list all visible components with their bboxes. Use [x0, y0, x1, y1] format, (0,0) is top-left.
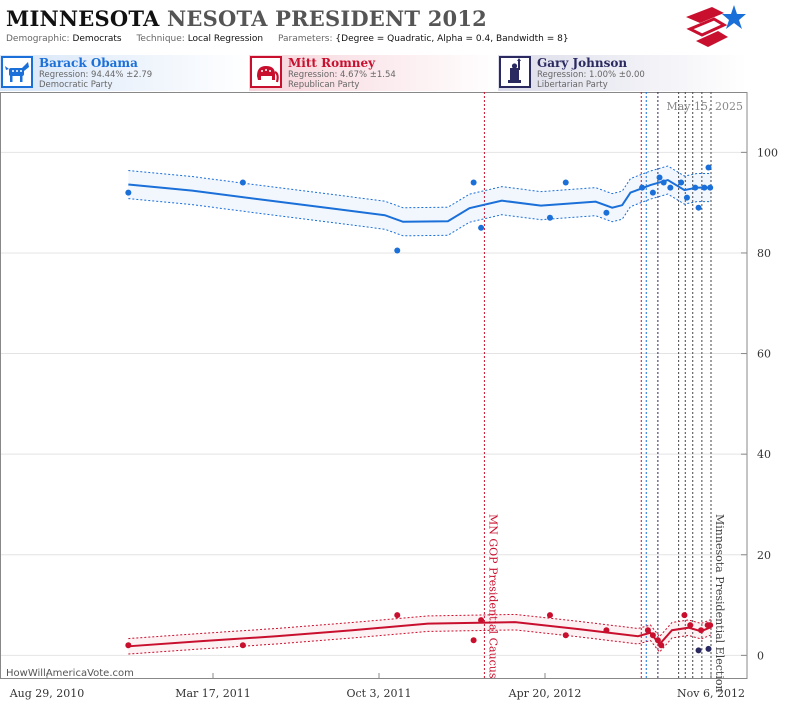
poll-point: [695, 647, 702, 654]
poll-point: [707, 622, 714, 629]
poll-point: [125, 189, 132, 196]
x-tick-label: Nov 6, 2012: [677, 687, 745, 700]
elephant-icon: [250, 56, 282, 88]
candidate-party: Democratic Party: [39, 80, 113, 90]
demographic-label: Demographic:: [6, 34, 70, 44]
poll-point: [562, 632, 569, 639]
poll-point: [660, 179, 667, 186]
candidate-name: Gary Johnson: [537, 56, 628, 70]
watermark: HowWillAmericaVote.com: [6, 668, 134, 679]
poll-point: [470, 637, 477, 644]
candidate-card-obama[interactable]: Barack Obama Regression: 94.44% ±2.79 De…: [0, 55, 249, 91]
parameters-line: Demographic: Democrats Technique: Local …: [6, 34, 581, 44]
poll-point: [649, 632, 656, 639]
poll-point: [705, 164, 712, 171]
y-tick-label: 100: [757, 146, 778, 159]
demographic-value: Democrats: [72, 34, 122, 44]
poll-point: [644, 627, 651, 634]
event-label: Minnesota Presidential Election: [713, 514, 726, 693]
band-upper: [128, 613, 712, 640]
poll-point: [562, 179, 569, 186]
candidate-card-johnson[interactable]: Gary Johnson Regression: 1.00% ±0.00 Lib…: [498, 55, 747, 91]
band-upper: [128, 165, 711, 209]
candidate-name: Mitt Romney: [288, 56, 376, 70]
site-logo[interactable]: [684, 3, 746, 53]
y-tick-label: 60: [757, 348, 771, 361]
poll-point: [125, 642, 132, 649]
candidate-name: Barack Obama: [39, 56, 138, 70]
date-label: May 15, 2025: [666, 100, 743, 113]
technique-label: Technique:: [136, 34, 185, 44]
band-lower: [128, 193, 711, 237]
poll-point: [639, 184, 646, 191]
page-title: MINNESOTA NESOTA PRESIDENT 2012: [6, 6, 487, 31]
poll-point: [649, 189, 656, 196]
donkey-icon: [1, 56, 33, 88]
poll-point: [687, 622, 694, 629]
x-tick-label: Apr 20, 2012: [508, 687, 582, 700]
poll-point: [698, 627, 705, 634]
event-label: MN GOP Presidential Caucus: [486, 514, 499, 679]
trend-line: [128, 621, 712, 648]
parameters-label: Parameters:: [277, 34, 333, 44]
candidate-regression: Regression: 4.67% ±1.54: [288, 70, 396, 80]
band-lower: [128, 629, 712, 655]
header: MINNESOTA NESOTA PRESIDENT 2012 Demograp…: [0, 0, 789, 56]
candidate-regression: Regression: 1.00% ±0.00: [537, 70, 645, 80]
poll-point: [603, 209, 610, 216]
y-tick-label: 80: [757, 247, 771, 260]
title-rest: NESOTA PRESIDENT 2012: [167, 6, 487, 31]
poll-point: [667, 184, 674, 191]
technique-value: Local Regression: [187, 34, 264, 44]
poll-point: [692, 184, 699, 191]
poll-point: [546, 214, 553, 221]
parameters-value: {Degree = Quadratic, Alpha = 0.4, Bandwi…: [335, 34, 569, 44]
poll-point: [239, 179, 246, 186]
poll-point: [478, 617, 485, 624]
poll-point: [656, 174, 663, 181]
title-state: MINNESOTA: [6, 6, 160, 31]
trend-line: [128, 178, 711, 223]
poll-point: [470, 179, 477, 186]
poll-chart: 0 20 40 60 80 100 Aug 29, 2010 Mar 17, 2011 Oct …: [0, 92, 778, 700]
poll-point: [478, 224, 485, 231]
x-tick-label: Oct 3, 2011: [346, 687, 411, 700]
x-tick-label: Aug 29, 2010: [9, 687, 85, 700]
poll-point: [603, 627, 610, 634]
candidate-regression: Regression: 94.44% ±2.79: [39, 70, 153, 80]
y-tick-label: 20: [757, 549, 771, 562]
poll-point: [239, 642, 246, 649]
poll-point: [394, 247, 401, 254]
candidate-card-romney[interactable]: Mitt Romney Regression: 4.67% ±1.54 Repu…: [249, 55, 498, 91]
candidate-party: Libertarian Party: [537, 80, 608, 90]
y-tick-label: 40: [757, 448, 771, 461]
statue-of-liberty-icon: [499, 56, 531, 88]
poll-point: [701, 184, 708, 191]
poll-point: [678, 179, 685, 186]
poll-point: [394, 612, 401, 619]
poll-point: [681, 612, 688, 619]
x-tick-label: Mar 17, 2011: [175, 687, 251, 700]
poll-point: [707, 184, 714, 191]
poll-point: [695, 204, 702, 211]
y-tick-label: 0: [757, 649, 764, 662]
poll-point: [705, 645, 712, 652]
poll-point: [546, 612, 553, 619]
poll-point: [658, 642, 665, 649]
candidate-party: Republican Party: [288, 80, 360, 90]
confidence-band: [128, 614, 712, 655]
poll-point: [654, 637, 661, 644]
poll-point: [683, 194, 690, 201]
